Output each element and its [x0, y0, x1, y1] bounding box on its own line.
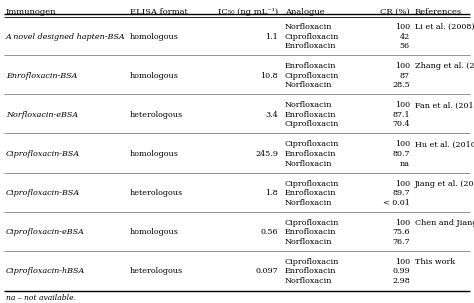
- Text: na – not available.: na – not available.: [6, 294, 76, 302]
- Text: Ciprofloxacin: Ciprofloxacin: [285, 72, 339, 80]
- Text: References: References: [415, 8, 462, 16]
- Text: 80.7: 80.7: [392, 150, 410, 158]
- Text: Enrofloxacin: Enrofloxacin: [285, 42, 337, 50]
- Text: 89.7: 89.7: [392, 189, 410, 197]
- Text: 100: 100: [395, 102, 410, 109]
- Text: Enrofloxacin: Enrofloxacin: [285, 150, 337, 158]
- Text: homologous: homologous: [130, 228, 179, 236]
- Text: 1.8: 1.8: [265, 189, 278, 197]
- Text: Chen and Jiang (2013): Chen and Jiang (2013): [415, 219, 474, 227]
- Text: homologous: homologous: [130, 150, 179, 158]
- Text: Ciprofloxacin: Ciprofloxacin: [285, 141, 339, 148]
- Text: Enrofloxacin: Enrofloxacin: [285, 111, 337, 119]
- Text: homologous: homologous: [130, 32, 179, 41]
- Text: Ciprofloxacin: Ciprofloxacin: [285, 32, 339, 41]
- Text: Ciprofloxacin: Ciprofloxacin: [285, 120, 339, 128]
- Text: Enrofloxacin: Enrofloxacin: [285, 268, 337, 275]
- Text: Ciprofloxacin-BSA: Ciprofloxacin-BSA: [6, 150, 80, 158]
- Text: Jiang et al. (2012): Jiang et al. (2012): [415, 180, 474, 188]
- Text: heterologous: heterologous: [130, 268, 183, 275]
- Text: Ciprofloxacin-hBSA: Ciprofloxacin-hBSA: [6, 268, 85, 275]
- Text: 28.5: 28.5: [392, 81, 410, 89]
- Text: na: na: [400, 159, 410, 168]
- Text: IC₅₀ (ng mL⁻¹): IC₅₀ (ng mL⁻¹): [218, 8, 278, 16]
- Text: Zhang et al. (2011): Zhang et al. (2011): [415, 62, 474, 70]
- Text: heterologous: heterologous: [130, 111, 183, 119]
- Text: Norfloxacin-eBSA: Norfloxacin-eBSA: [6, 111, 78, 119]
- Text: Enrofloxacin-BSA: Enrofloxacin-BSA: [6, 72, 77, 80]
- Text: ELISA format: ELISA format: [130, 8, 188, 16]
- Text: 100: 100: [395, 141, 410, 148]
- Text: Norfloxacin: Norfloxacin: [285, 159, 332, 168]
- Text: 3.4: 3.4: [265, 111, 278, 119]
- Text: Norfloxacin: Norfloxacin: [285, 199, 332, 207]
- Text: Analogue: Analogue: [285, 8, 325, 16]
- Text: Norfloxacin: Norfloxacin: [285, 238, 332, 246]
- Text: 1.1: 1.1: [265, 32, 278, 41]
- Text: Fan et al. (2012): Fan et al. (2012): [415, 102, 474, 109]
- Text: 0.56: 0.56: [260, 228, 278, 236]
- Text: 100: 100: [395, 258, 410, 266]
- Text: Norfloxacin: Norfloxacin: [285, 102, 332, 109]
- Text: CR (%): CR (%): [380, 8, 410, 16]
- Text: 87.1: 87.1: [392, 111, 410, 119]
- Text: 100: 100: [395, 219, 410, 227]
- Text: Li et al. (2008): Li et al. (2008): [415, 23, 474, 31]
- Text: Enrofloxacin: Enrofloxacin: [285, 62, 337, 70]
- Text: < 0.01: < 0.01: [383, 199, 410, 207]
- Text: 0.99: 0.99: [392, 268, 410, 275]
- Text: 245.9: 245.9: [255, 150, 278, 158]
- Text: 87: 87: [400, 72, 410, 80]
- Text: Norfloxacin: Norfloxacin: [285, 81, 332, 89]
- Text: 0.097: 0.097: [255, 268, 278, 275]
- Text: 100: 100: [395, 62, 410, 70]
- Text: Immunogen: Immunogen: [6, 8, 56, 16]
- Text: 100: 100: [395, 180, 410, 188]
- Text: 76.7: 76.7: [392, 238, 410, 246]
- Text: This work: This work: [415, 258, 455, 266]
- Text: 75.6: 75.6: [392, 228, 410, 236]
- Text: Ciprofloxacin-BSA: Ciprofloxacin-BSA: [6, 189, 80, 197]
- Text: homologous: homologous: [130, 72, 179, 80]
- Text: 100: 100: [395, 23, 410, 31]
- Text: 42: 42: [400, 32, 410, 41]
- Text: 2.98: 2.98: [392, 277, 410, 285]
- Text: 10.8: 10.8: [260, 72, 278, 80]
- Text: Enrofloxacin: Enrofloxacin: [285, 189, 337, 197]
- Text: Ciprofloxacin: Ciprofloxacin: [285, 258, 339, 266]
- Text: Ciprofloxacin: Ciprofloxacin: [285, 219, 339, 227]
- Text: Norfloxacin: Norfloxacin: [285, 23, 332, 31]
- Text: 70.4: 70.4: [392, 120, 410, 128]
- Text: Enrofloxacin: Enrofloxacin: [285, 228, 337, 236]
- Text: 56: 56: [400, 42, 410, 50]
- Text: Hu et al. (2010): Hu et al. (2010): [415, 141, 474, 148]
- Text: heterologous: heterologous: [130, 189, 183, 197]
- Text: Norfloxacin: Norfloxacin: [285, 277, 332, 285]
- Text: Ciprofloxacin: Ciprofloxacin: [285, 180, 339, 188]
- Text: Ciprofloxacin-eBSA: Ciprofloxacin-eBSA: [6, 228, 85, 236]
- Text: A novel designed hapten-BSA: A novel designed hapten-BSA: [6, 32, 126, 41]
